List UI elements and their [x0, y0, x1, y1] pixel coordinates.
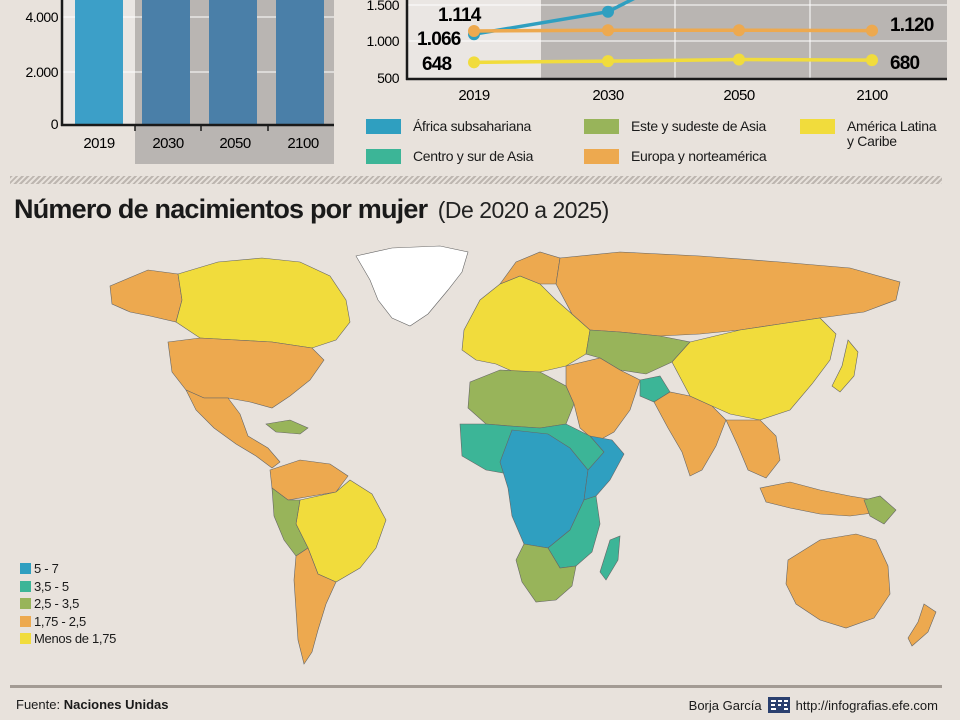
southern-cone: [293, 547, 337, 665]
source-url[interactable]: http://infografias.efe.com: [795, 697, 938, 713]
australia: [785, 533, 891, 629]
series-layer: [468, 0, 878, 69]
swatch-latam: [800, 119, 835, 134]
series-point-europa: [733, 24, 745, 37]
japan: [831, 339, 859, 393]
data-label-right-top: 1.120: [890, 15, 934, 36]
bar-chart: 0 2.000 4.000 2019 2030 2050 2100: [25, 0, 334, 164]
map-legend-label: 3,5 - 5: [34, 578, 69, 594]
map-legend-item: 2,5 - 3,5: [20, 595, 116, 613]
series-point-latam: [602, 55, 614, 68]
southeast-asia: [725, 419, 781, 479]
bar-2050: [209, 0, 257, 124]
line-x-label: 2019: [458, 87, 490, 104]
line-y-tick: 1.000: [366, 33, 399, 49]
series-point-latam: [733, 53, 745, 66]
map-swatch-africa: [20, 563, 31, 575]
legend-label: Centro y sur de Asia: [413, 148, 534, 164]
line-y-tick: 1.500: [366, 0, 399, 13]
bar-y-tick: 0: [51, 116, 59, 132]
greenland: [355, 245, 469, 327]
map-swatch-centro: [20, 580, 31, 592]
madagascar: [599, 535, 621, 581]
caribbean: [265, 419, 309, 435]
line-y-tick: 500: [377, 70, 400, 86]
indonesia: [759, 481, 881, 517]
map-title: Número de nacimientos por mujer (De 2020…: [14, 194, 609, 230]
alaska: [109, 269, 183, 323]
line-x-label: 2100: [856, 87, 888, 104]
series-line-europa: [473, 28, 873, 33]
scandinavia: [499, 251, 561, 285]
map-legend-item: 3,5 - 5: [20, 578, 116, 596]
data-label-left-top: 1.114: [438, 5, 482, 26]
map-legend: 5 - 7 3,5 - 5 2,5 - 3,5 1,75 - 2,5 Menos…: [20, 560, 116, 648]
china: [671, 317, 837, 421]
line-chart: 500 1.000 1.500 2019 2030 2050 2100 1.11…: [366, 0, 947, 104]
papua: [863, 495, 897, 525]
map-swatch-latam: [20, 633, 31, 645]
data-label-right-bottom: 680: [890, 53, 920, 74]
canada: [175, 257, 351, 349]
map-legend-label: 1,75 - 2,5: [34, 613, 86, 629]
series-point-europa: [602, 24, 614, 37]
bar-x-label: 2100: [287, 135, 319, 152]
swatch-europa: [584, 149, 619, 164]
series-line-latam: [473, 57, 873, 65]
south-asia: [653, 391, 727, 477]
series-point-africa: [602, 5, 614, 18]
mexico: [185, 389, 281, 469]
data-label-left-mid: 1.066: [417, 29, 461, 50]
footer-source: Fuente: Naciones Unidas: [16, 697, 168, 712]
series-point-europa: [468, 24, 480, 37]
swatch-africa: [366, 119, 401, 134]
map-legend-label: 5 - 7: [34, 561, 59, 577]
series-point-latam: [866, 54, 878, 67]
map-swatch-este: [20, 598, 31, 610]
map-legend-item: 1,75 - 2,5: [20, 613, 116, 631]
map-swatch-europa: [20, 615, 31, 627]
legend-label: Este y sudeste de Asia: [631, 118, 767, 134]
swatch-este: [584, 119, 619, 134]
efe-logo-icon: [767, 697, 790, 713]
map-legend-label: Menos de 1,75: [34, 631, 117, 647]
legend-label: América Latina y Caribe: [847, 118, 937, 149]
bar-y-tick: 4.000: [25, 9, 58, 25]
bar-2030: [142, 0, 190, 124]
author: Borja García: [688, 697, 762, 713]
map-title-sub: (De 2020 a 2025): [437, 197, 610, 223]
new-zealand: [907, 603, 937, 647]
bar-x-label: 2050: [219, 135, 251, 152]
map-legend-label: 2,5 - 3,5: [34, 596, 79, 612]
world-map: [109, 245, 937, 665]
footer-credits: Borja García http://infografias.efe.com: [689, 697, 938, 713]
series-point-europa: [866, 24, 878, 37]
north-africa: [467, 369, 575, 429]
divider-stripe: [10, 176, 942, 184]
line-x-label: 2030: [592, 87, 624, 104]
swatch-centro: [366, 149, 401, 164]
data-label-left-bottom: 648: [422, 54, 452, 75]
source-value: Naciones Unidas: [63, 697, 169, 712]
series-point-latam: [468, 56, 480, 69]
bar-2019: [75, 0, 123, 124]
bar-y-tick: 2.000: [25, 64, 58, 80]
map-legend-item: Menos de 1,75: [20, 630, 116, 648]
central-asia: [585, 329, 691, 375]
footer-rule: [10, 685, 942, 688]
legend-label: África subsahariana: [413, 118, 532, 134]
bar-x-label: 2019: [83, 135, 115, 152]
bar-x-label: 2030: [152, 135, 184, 152]
bar-2100: [276, 0, 324, 124]
source-label: Fuente:: [16, 697, 61, 712]
southern-africa: [515, 543, 577, 603]
russia: [555, 251, 901, 337]
legend-label: Europa y norteamérica: [631, 148, 767, 164]
line-x-label: 2050: [723, 87, 755, 104]
map-legend-item: 5 - 7: [20, 560, 116, 578]
map-title-main: Número de nacimientos por mujer: [14, 194, 428, 224]
